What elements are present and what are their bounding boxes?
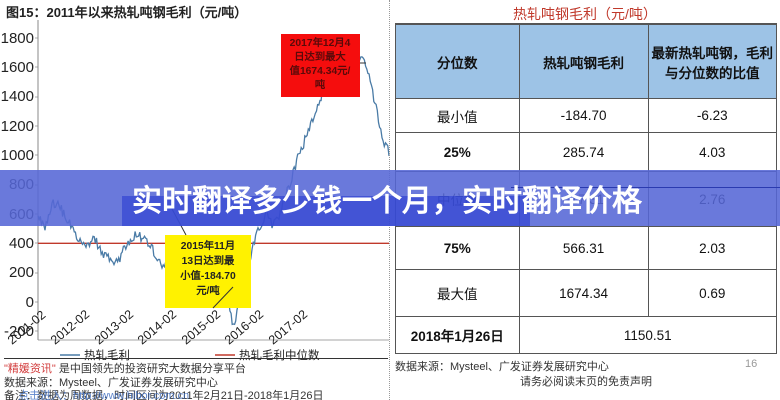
svg-text:元/吨: 元/吨 <box>196 284 220 297</box>
svg-text:1600: 1600 <box>1 59 34 76</box>
svg-text:2015-02: 2015-02 <box>179 307 223 347</box>
svg-text:2017-02: 2017-02 <box>266 307 310 347</box>
svg-text:吨: 吨 <box>315 78 326 91</box>
svg-text:2015年11月: 2015年11月 <box>181 239 235 252</box>
svg-text:0: 0 <box>26 294 34 311</box>
svg-text:200: 200 <box>9 264 34 281</box>
svg-text:400: 400 <box>9 235 34 252</box>
svg-text:2016-02: 2016-02 <box>222 307 266 347</box>
svg-text:热轧毛利中位数: 热轧毛利中位数 <box>239 348 320 362</box>
svg-text:小值-184.70: 小值-184.70 <box>179 269 236 282</box>
svg-text:2012-02: 2012-02 <box>48 307 92 347</box>
svg-text:1800: 1800 <box>1 30 34 47</box>
svg-text:2014-02: 2014-02 <box>135 307 179 347</box>
svg-text:1200: 1200 <box>1 118 34 135</box>
svg-text:日达到最大: 日达到最大 <box>294 50 346 63</box>
svg-text:2013-02: 2013-02 <box>92 307 136 347</box>
svg-text:1000: 1000 <box>1 147 34 164</box>
svg-text:值1674.34元/: 值1674.34元/ <box>290 64 351 77</box>
svg-text:13日达到最: 13日达到最 <box>182 254 235 267</box>
svg-text:1400: 1400 <box>1 88 34 105</box>
svg-text:2017年12月4: 2017年12月4 <box>290 36 351 49</box>
